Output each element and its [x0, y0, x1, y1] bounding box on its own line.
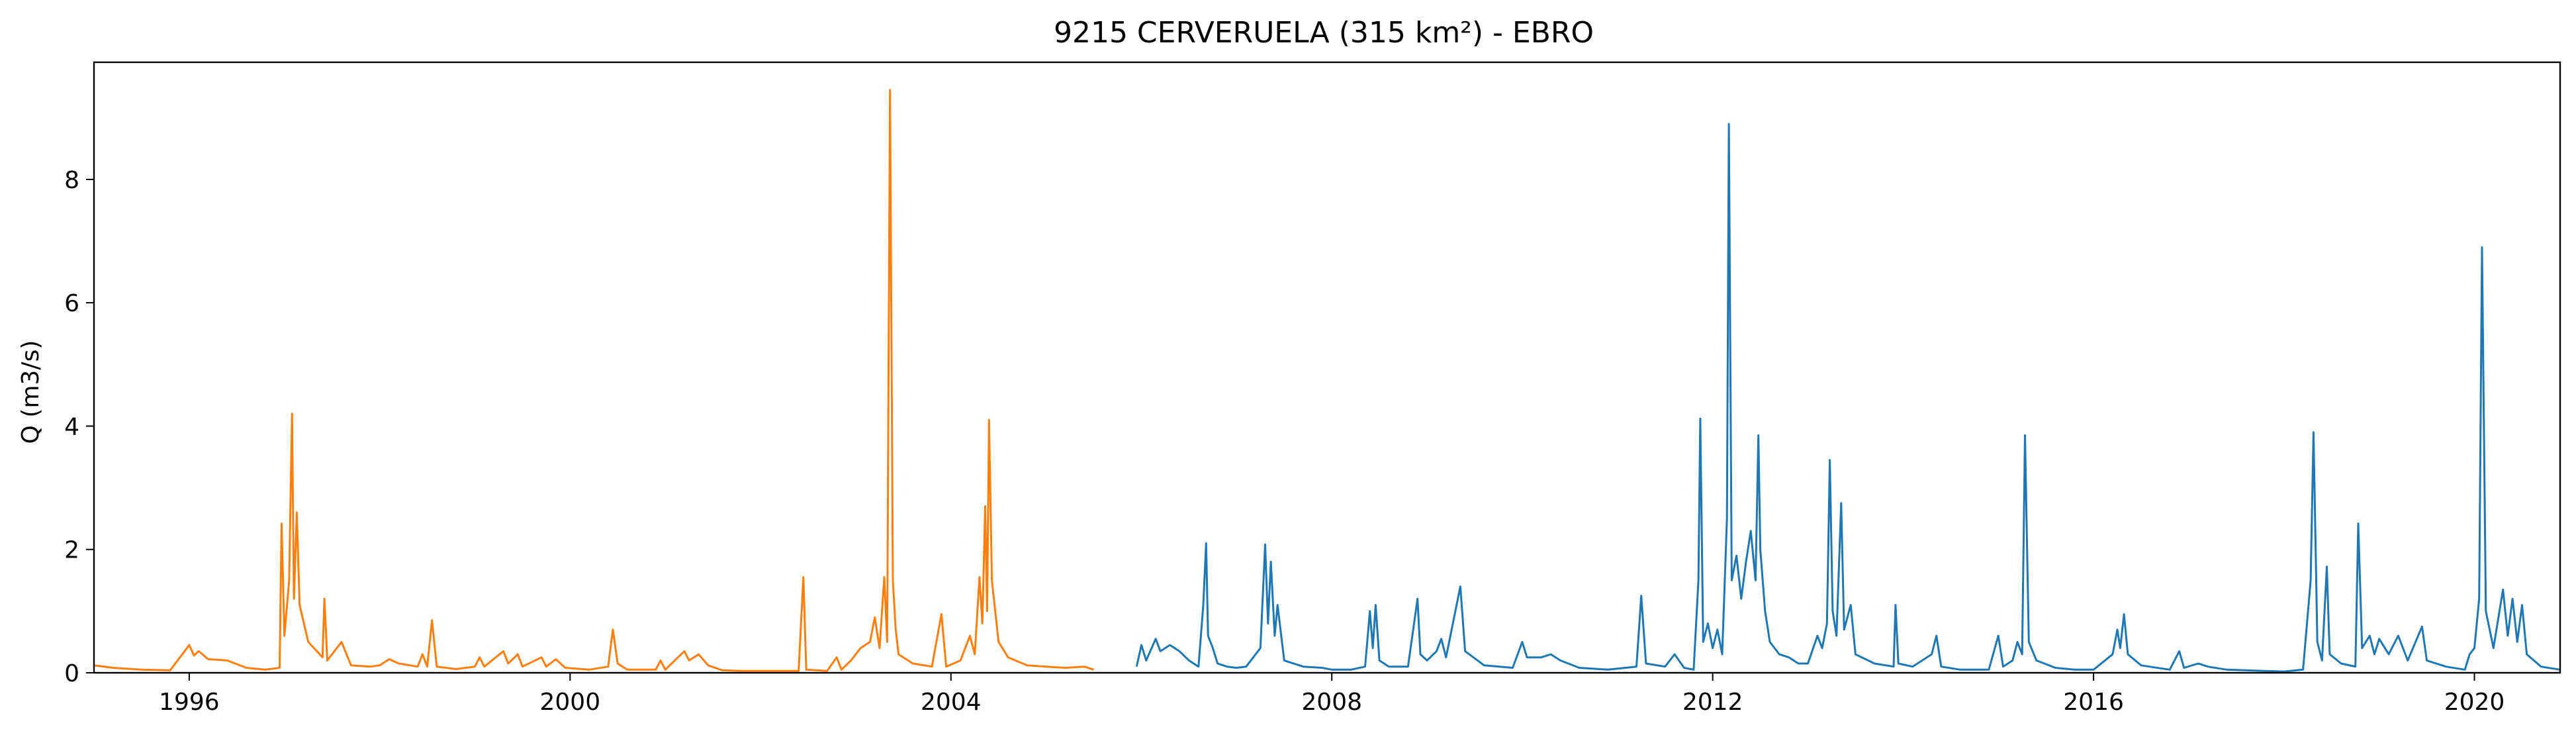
- x-tick-label: 2020: [2444, 689, 2505, 716]
- x-tick-label: 2008: [1301, 689, 1362, 716]
- y-tick-label: 0: [64, 660, 79, 687]
- y-tick-label: 6: [64, 290, 79, 317]
- plot-frame: [93, 61, 2561, 674]
- x-tick-label: 2016: [2063, 689, 2124, 716]
- x-tick-label: 2000: [539, 689, 600, 716]
- plot-lines: [93, 89, 2561, 673]
- x-tick-label: 2004: [921, 689, 982, 716]
- x-tick-label: 2012: [1682, 689, 1743, 716]
- chart-title: 9215 CERVERUELA (315 km²) - EBRO: [1054, 16, 1594, 50]
- axis-ticks: 1996 2000 2004 2008 2012 2016 2020 0 2 4 6 8: [64, 167, 2505, 716]
- y-tick-label: 8: [64, 167, 79, 194]
- y-tick-label: 4: [64, 413, 79, 440]
- series-line-2: [1135, 123, 2561, 673]
- x-tick-label: 1996: [159, 689, 220, 716]
- y-axis-label: Q (m3/s): [17, 340, 44, 444]
- series-line-1: [93, 89, 1094, 672]
- y-tick-label: 2: [64, 537, 79, 564]
